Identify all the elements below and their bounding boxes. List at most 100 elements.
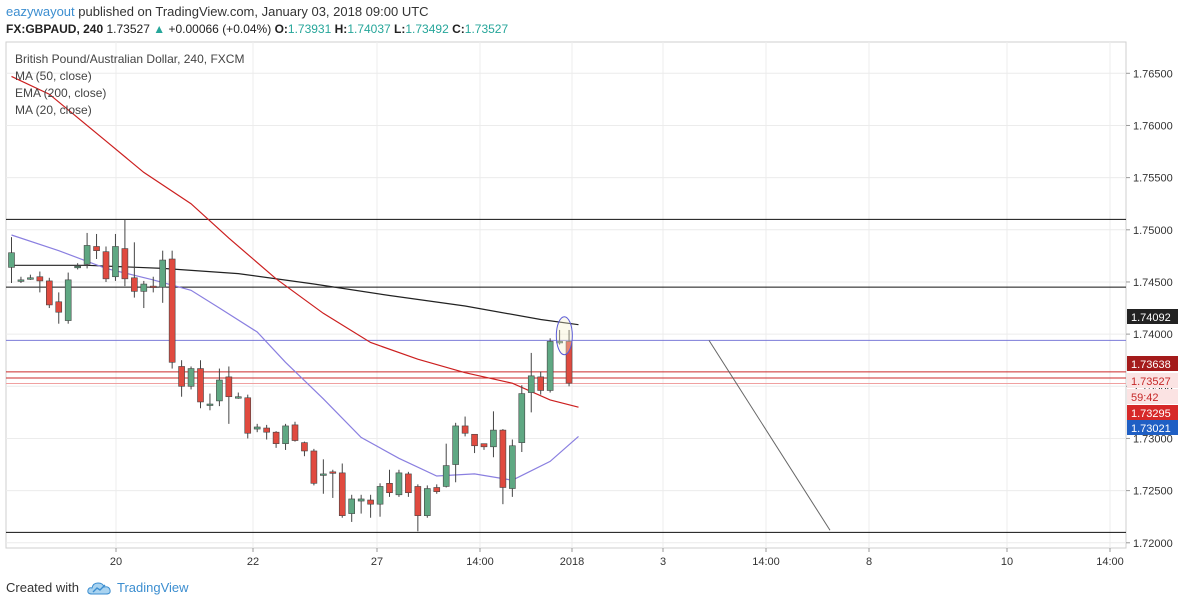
interval: 240 bbox=[83, 22, 104, 36]
candle-body bbox=[461, 425, 469, 434]
price-label-bg bbox=[1127, 356, 1178, 371]
high-label: H: bbox=[334, 22, 348, 36]
candle-body bbox=[27, 277, 34, 280]
low-value: 1.73492 bbox=[405, 22, 449, 36]
candle-body bbox=[253, 426, 261, 430]
ohlc-legend: FX:GBPAUD, 240 1.73527 ▲ +0.00066 (+0.04… bbox=[6, 22, 508, 36]
candle-body bbox=[272, 431, 280, 444]
up-arrow-icon: ▲ bbox=[153, 22, 166, 36]
open-label: O: bbox=[274, 22, 288, 36]
publish-info: eazywayout published on TradingView.com,… bbox=[6, 4, 429, 19]
ma20-line bbox=[11, 234, 579, 481]
candle-body bbox=[102, 251, 110, 280]
close-label: C: bbox=[452, 22, 465, 36]
highlight-ellipse bbox=[555, 316, 573, 356]
candle-body bbox=[301, 442, 308, 452]
candle-body bbox=[329, 471, 337, 474]
candle-body bbox=[386, 483, 393, 494]
candle-body bbox=[480, 443, 488, 448]
price-label-bg bbox=[1127, 373, 1178, 388]
price-label: 1.73295 bbox=[1131, 408, 1171, 420]
ma50-line bbox=[11, 75, 579, 408]
candle-body bbox=[216, 379, 223, 402]
candle-body bbox=[499, 429, 507, 488]
y-tick-label: 1.74000 bbox=[1133, 329, 1173, 341]
price-change: +0.00066 (+0.04%) bbox=[168, 22, 272, 36]
candle-body bbox=[291, 424, 299, 441]
price-label-bg bbox=[1127, 420, 1178, 435]
candle-body bbox=[376, 486, 384, 505]
tradingview-link[interactable]: TradingView bbox=[116, 580, 189, 595]
candle-body bbox=[121, 248, 129, 280]
y-tick-label: 1.76500 bbox=[1133, 68, 1173, 80]
price-label-bg bbox=[1127, 309, 1178, 324]
footer: Created with TradingView bbox=[6, 580, 189, 595]
candle-body bbox=[565, 341, 573, 384]
x-tick-label: 14:00 bbox=[1096, 556, 1124, 568]
candle-body bbox=[357, 498, 365, 502]
candle-body bbox=[93, 246, 100, 251]
candle-body bbox=[405, 473, 412, 494]
candle-body bbox=[490, 429, 497, 448]
open-value: 1.73931 bbox=[287, 22, 332, 36]
candle-body bbox=[159, 259, 166, 288]
candle-body bbox=[537, 376, 545, 391]
created-with-text: Created with bbox=[6, 580, 79, 595]
candle-body bbox=[338, 472, 346, 516]
candle-body bbox=[395, 472, 403, 496]
x-tick-label: 2018 bbox=[560, 556, 584, 568]
candle-body bbox=[140, 283, 148, 292]
y-tick-label: 1.72500 bbox=[1133, 486, 1173, 498]
price-label: 1.73021 bbox=[1131, 423, 1171, 435]
price-label: 59:42 bbox=[1131, 392, 1159, 404]
candle-body bbox=[64, 279, 72, 321]
candle-body bbox=[348, 498, 356, 514]
candle-body bbox=[263, 427, 270, 433]
y-tick-label: 1.74500 bbox=[1133, 277, 1173, 289]
y-tick-label: 1.72000 bbox=[1133, 538, 1173, 550]
candle-body bbox=[36, 276, 44, 282]
ma20-legend: MA (20, close) bbox=[15, 103, 92, 117]
y-tick-label: 1.73000 bbox=[1133, 433, 1173, 445]
candle-body bbox=[55, 301, 63, 313]
high-value: 1.74037 bbox=[347, 22, 391, 36]
price-label: 1.74092 bbox=[1131, 312, 1171, 324]
price-label-bg bbox=[1127, 405, 1178, 420]
candle-body bbox=[452, 425, 459, 465]
x-tick-label: 8 bbox=[866, 556, 872, 568]
x-tick-label: 3 bbox=[660, 556, 666, 568]
candle-body bbox=[112, 246, 119, 278]
low-label: L: bbox=[394, 22, 406, 36]
price-label-bg bbox=[1127, 389, 1178, 404]
published-text: published on TradingView.com, January 03… bbox=[78, 4, 429, 19]
price-label: 1.73527 bbox=[1131, 376, 1171, 388]
y-tick-label: 1.75500 bbox=[1133, 173, 1173, 185]
candle-body bbox=[518, 393, 526, 443]
candle-body bbox=[471, 433, 478, 447]
candle-body bbox=[527, 375, 535, 393]
x-tick-label: 27 bbox=[371, 556, 383, 568]
candle-body bbox=[546, 341, 554, 391]
candle-body bbox=[8, 252, 15, 268]
candle-body bbox=[83, 245, 91, 265]
last-price: 1.73527 bbox=[106, 22, 150, 36]
x-tick-label: 10 bbox=[1001, 556, 1013, 568]
candle-body bbox=[509, 445, 516, 489]
candle-body bbox=[206, 403, 214, 406]
x-tick-label: 14:00 bbox=[466, 556, 494, 568]
candle-body bbox=[282, 425, 289, 444]
candle-body bbox=[187, 368, 195, 387]
plot-area bbox=[5, 41, 1127, 549]
close-value: 1.73527 bbox=[464, 22, 509, 36]
candle-body bbox=[423, 488, 431, 516]
candle-body bbox=[367, 499, 374, 505]
candle-body bbox=[149, 285, 157, 288]
candle-body bbox=[178, 366, 185, 387]
price-label: 1.73638 bbox=[1131, 359, 1171, 371]
author-link[interactable]: eazywayout bbox=[6, 4, 75, 19]
y-tick-label: 1.75000 bbox=[1133, 225, 1173, 237]
candle-body bbox=[131, 277, 138, 292]
x-tick-label: 22 bbox=[247, 556, 259, 568]
candle-body bbox=[244, 397, 252, 434]
